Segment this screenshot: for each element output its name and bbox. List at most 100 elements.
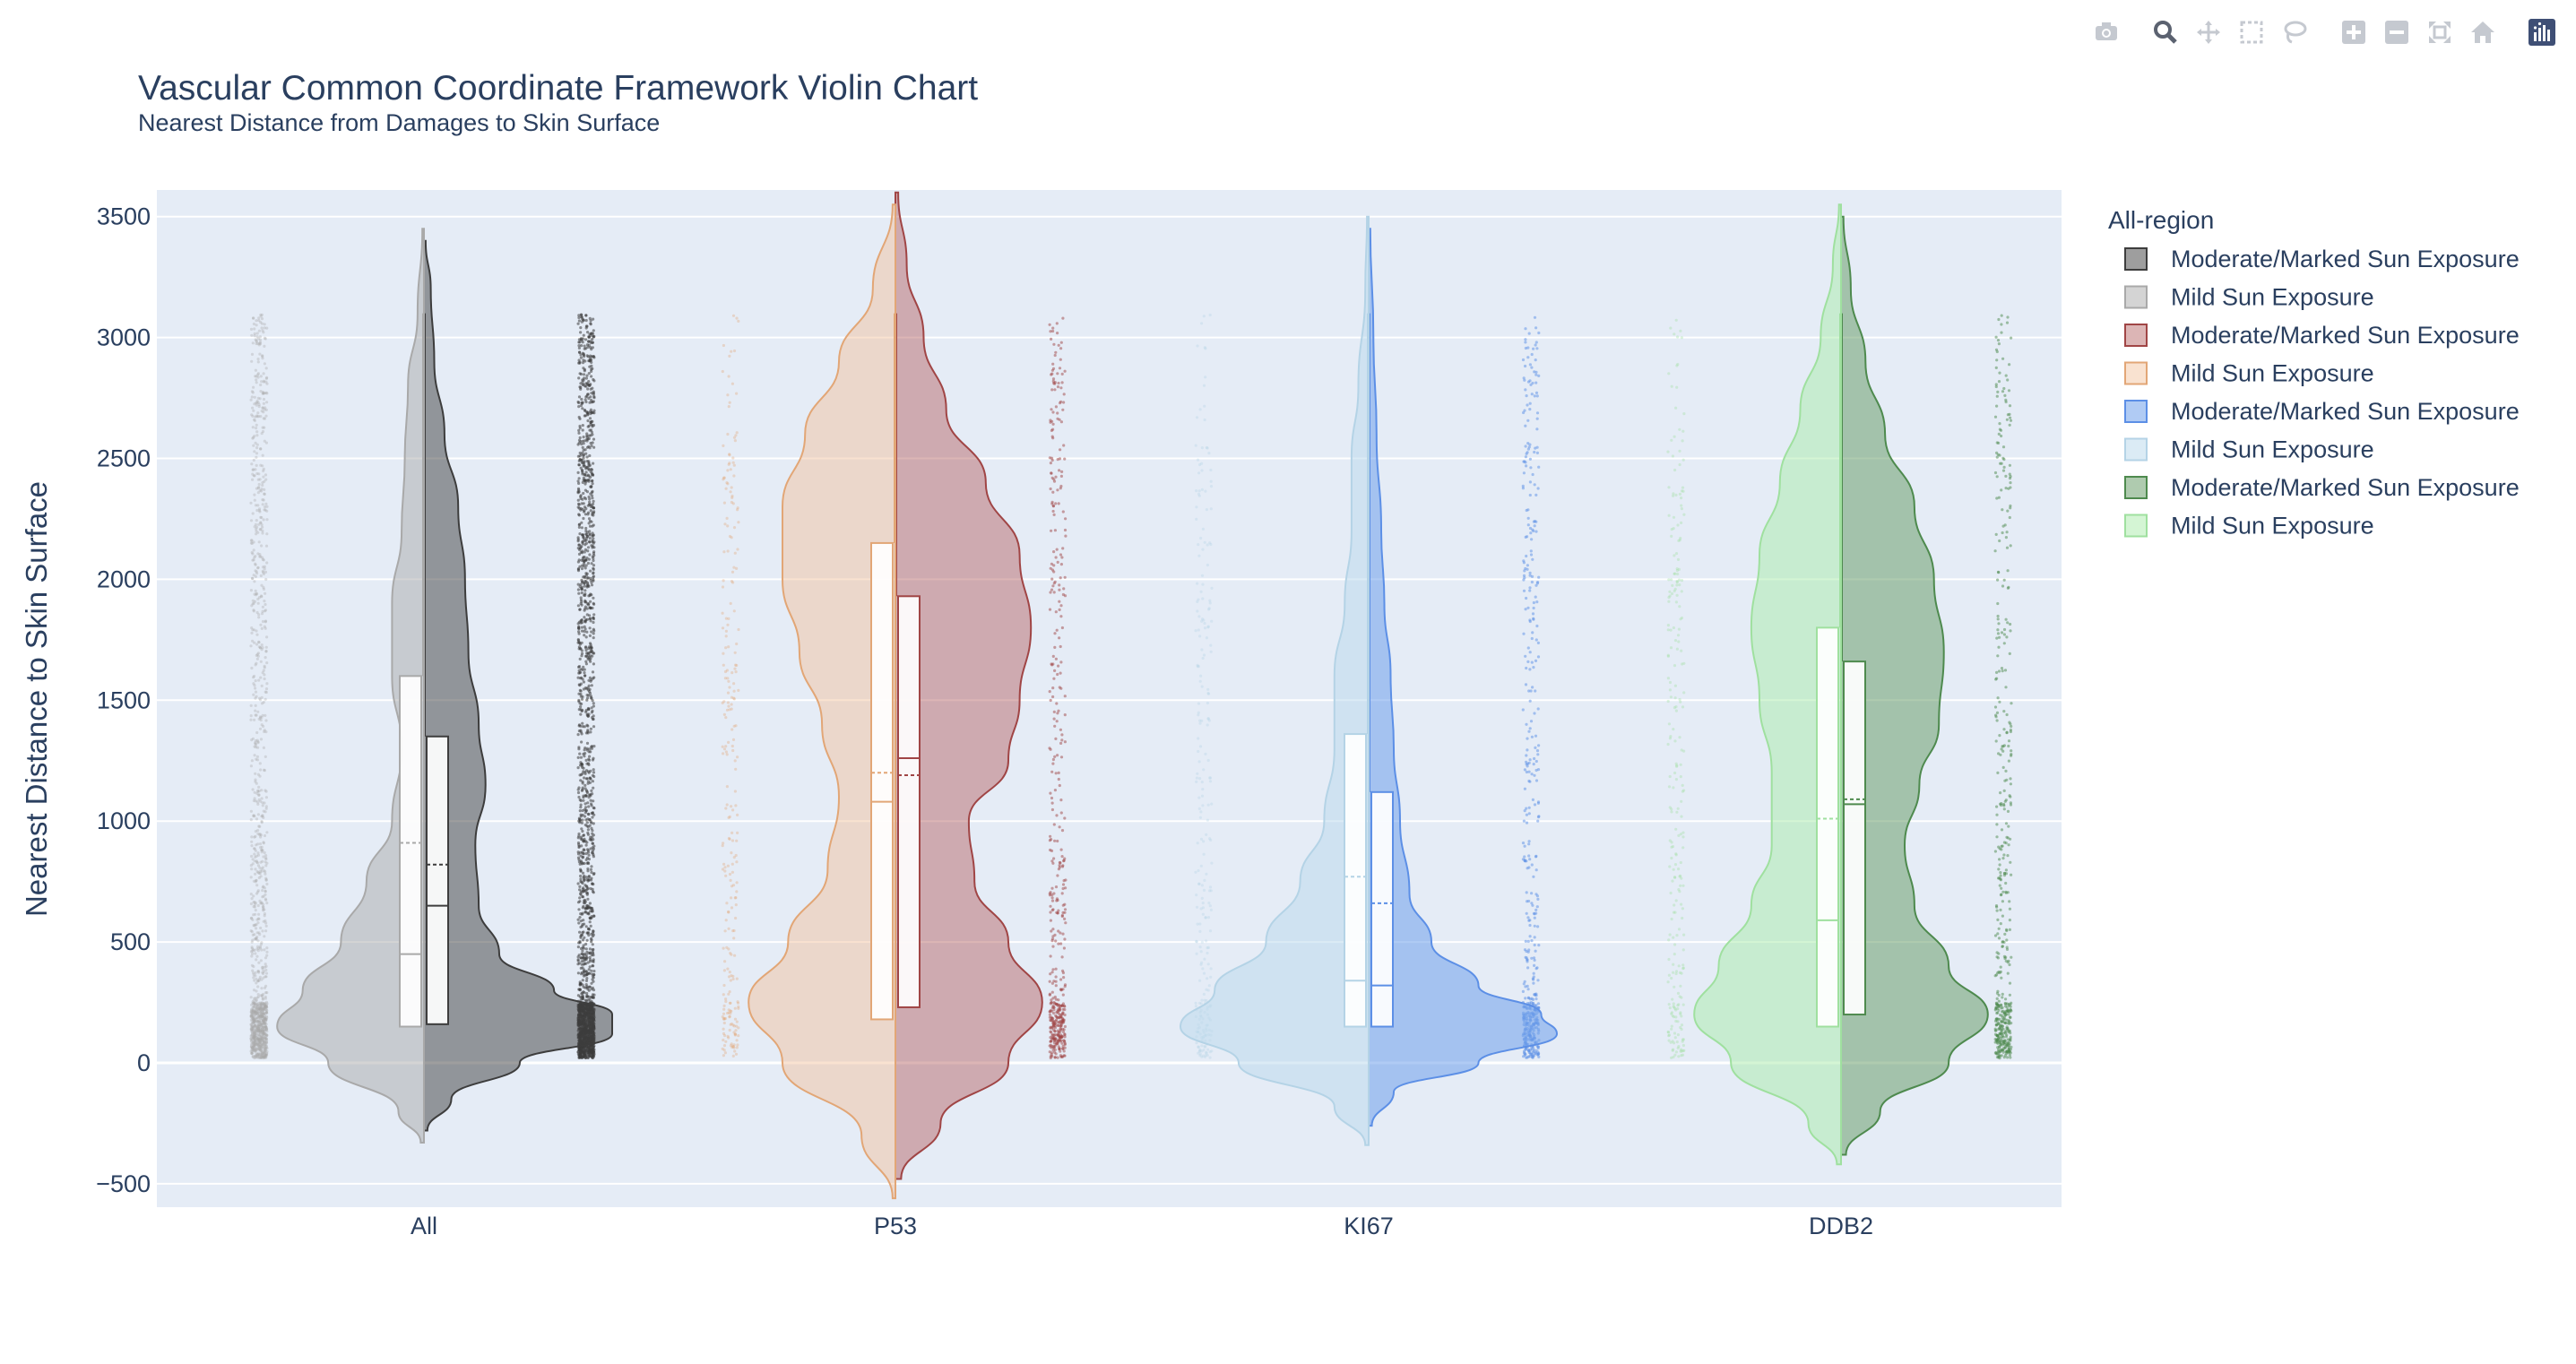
data-point [1208, 904, 1212, 908]
data-point [254, 1011, 257, 1014]
data-point [261, 1032, 264, 1036]
data-point [265, 950, 269, 954]
data-point [257, 540, 261, 544]
data-point [592, 632, 595, 635]
data-point [577, 552, 582, 557]
data-point [592, 617, 595, 620]
data-point [582, 889, 585, 893]
data-point [576, 676, 580, 679]
data-point [256, 1027, 260, 1031]
data-point [1056, 754, 1059, 757]
zoom-in-button[interactable] [2332, 13, 2375, 52]
data-point [262, 669, 265, 672]
data-point [261, 1012, 264, 1015]
data-point [1199, 536, 1203, 540]
data-point [262, 392, 265, 395]
data-point [256, 917, 260, 920]
data-point [260, 1001, 264, 1005]
data-point [589, 1051, 593, 1055]
data-point [727, 704, 730, 708]
data-point [730, 1046, 734, 1049]
camera-button[interactable] [2085, 13, 2128, 52]
data-point [255, 879, 258, 883]
data-point [1526, 419, 1530, 422]
data-point [584, 858, 588, 862]
data-point [1532, 763, 1535, 766]
data-point [260, 1018, 264, 1023]
data-point [735, 642, 739, 646]
data-point [1531, 472, 1534, 477]
autoscale-icon [2429, 22, 2451, 43]
point-cloud [249, 313, 269, 1060]
data-point [583, 794, 587, 798]
data-point [262, 905, 265, 909]
data-point [264, 609, 268, 612]
data-point [259, 1039, 263, 1042]
data-point [250, 1031, 255, 1034]
data-point [255, 892, 259, 895]
data-point [592, 613, 596, 617]
data-point [264, 577, 268, 582]
data-point [730, 494, 734, 498]
data-point [1058, 1048, 1061, 1051]
data-point [262, 1020, 265, 1023]
data-point [262, 1032, 265, 1036]
data-point [257, 596, 262, 600]
data-point [259, 447, 263, 451]
data-point [584, 843, 588, 847]
data-point [722, 579, 725, 583]
data-point [263, 1033, 266, 1037]
data-point [592, 602, 596, 606]
data-point [589, 600, 592, 603]
data-point [591, 773, 595, 777]
zoom-button[interactable] [2144, 13, 2187, 52]
data-point [577, 645, 582, 649]
data-point [250, 945, 254, 949]
data-point [576, 567, 581, 571]
data-point [584, 970, 588, 973]
data-point [1063, 816, 1067, 820]
data-point [252, 1045, 255, 1049]
data-point [264, 1005, 268, 1008]
data-point [1059, 660, 1063, 664]
data-point [583, 509, 586, 513]
data-point [577, 962, 582, 965]
data-point [262, 571, 265, 574]
data-point [257, 798, 261, 801]
data-point [592, 662, 596, 666]
data-point [262, 417, 265, 420]
data-point [251, 1009, 255, 1013]
data-point [723, 1051, 728, 1055]
data-point [251, 512, 255, 515]
data-point [259, 1023, 263, 1027]
box-select-button[interactable] [2230, 13, 2273, 52]
data-point [1534, 341, 1538, 344]
data-point [1528, 858, 1532, 861]
data-point [581, 991, 584, 995]
data-point [263, 769, 266, 773]
data-point [263, 1050, 266, 1054]
data-point [253, 1004, 256, 1007]
data-point [258, 1008, 262, 1012]
data-point [589, 569, 592, 573]
data-point [258, 1046, 262, 1049]
data-point [586, 731, 590, 735]
data-point [1534, 967, 1538, 971]
data-point [1537, 374, 1541, 377]
plotly-logo-button[interactable] [2520, 13, 2563, 52]
data-point [581, 949, 584, 953]
data-point [592, 914, 596, 918]
zoom-out-button[interactable] [2375, 13, 2418, 52]
data-point [732, 436, 737, 439]
reset-axes-button[interactable] [2461, 13, 2504, 52]
data-point [586, 867, 590, 871]
lasso-select-button[interactable] [2273, 13, 2316, 52]
autoscale-button[interactable] [2418, 13, 2461, 52]
pan-button[interactable] [2187, 13, 2230, 52]
data-point [253, 1056, 256, 1060]
data-point [264, 1045, 268, 1049]
data-point [589, 695, 592, 698]
data-point [734, 434, 738, 437]
data-point [1200, 574, 1205, 577]
data-point [1530, 1048, 1534, 1051]
